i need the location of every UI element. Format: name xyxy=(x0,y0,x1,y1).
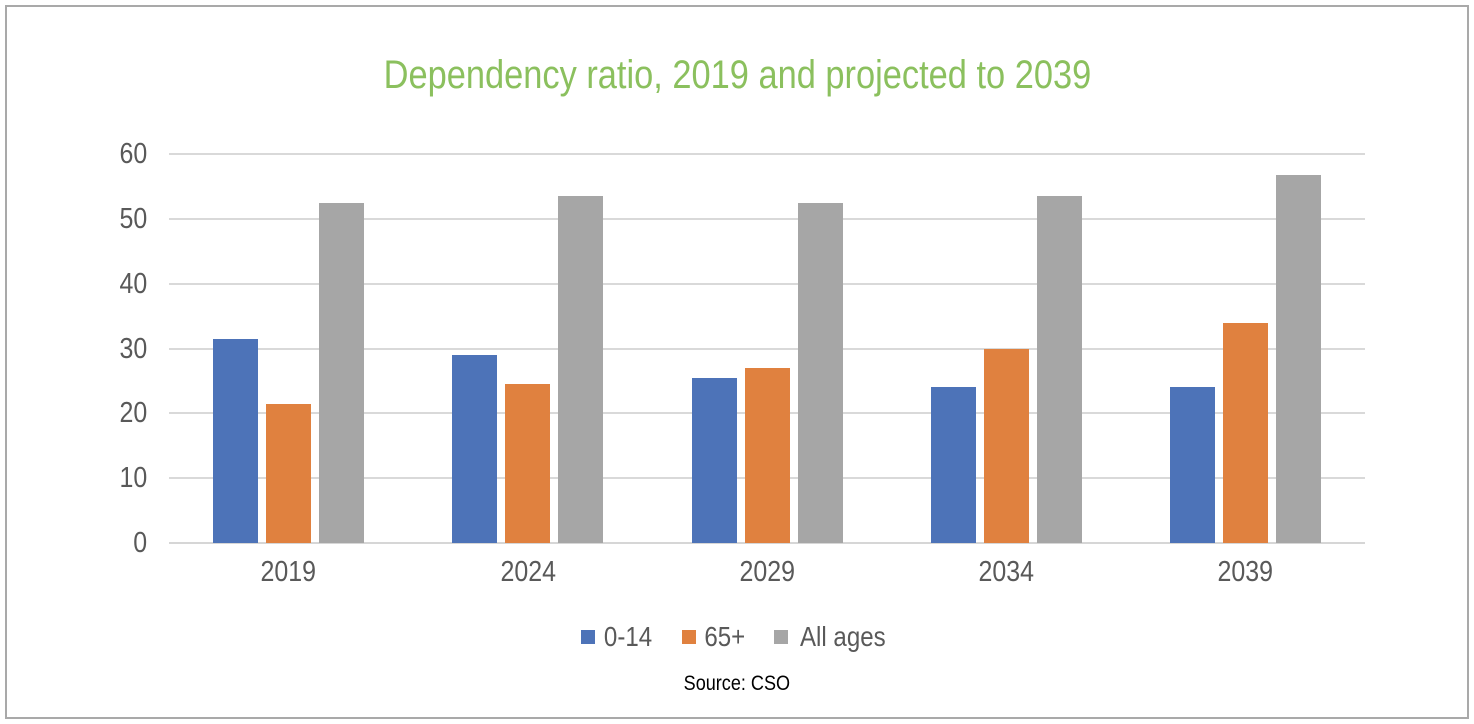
y-tick-label-text: 10 xyxy=(119,462,147,495)
y-axis-labels: 0 10 20 30 40 50 60 xyxy=(47,139,147,558)
y-tick-label: 60 xyxy=(47,139,147,169)
x-tick-label-text: 2029 xyxy=(739,556,795,588)
bar-65--2034 xyxy=(983,348,1029,543)
y-tick-label: 20 xyxy=(47,398,147,428)
y-tick-label: 0 xyxy=(47,528,147,558)
x-axis-line xyxy=(169,542,1365,544)
y-tick-label-text: 30 xyxy=(119,332,147,365)
bar-all-ages-2019 xyxy=(319,202,365,543)
y-tick-label: 50 xyxy=(47,204,147,234)
legend-item-65-: 65+ xyxy=(681,621,749,653)
y-tick-label-text: 20 xyxy=(119,397,147,430)
x-tick-label-text: 2019 xyxy=(260,556,317,588)
legend-item-0-14: 0-14 xyxy=(580,621,656,653)
bar-groups xyxy=(169,154,1365,543)
bar-65--2024 xyxy=(505,384,551,543)
y-tick-label: 30 xyxy=(47,334,147,364)
bar-0-14-2039 xyxy=(1169,387,1215,543)
x-tick-label-text: 2024 xyxy=(500,556,556,588)
bar-group-2039 xyxy=(1126,154,1365,543)
x-tick-label: 2034 xyxy=(887,555,1126,589)
x-tick-label: 2024 xyxy=(408,555,647,589)
bar-all-ages-2034 xyxy=(1036,196,1082,543)
legend-item-all-ages: All ages xyxy=(774,621,893,653)
legend: 0-14 65+ All ages xyxy=(7,619,1467,655)
y-tick-label: 40 xyxy=(47,269,147,299)
bar-0-14-2029 xyxy=(691,377,737,543)
chart-title-text: Dependency ratio, 2019 and projected to … xyxy=(383,53,1091,97)
x-tick-label: 2019 xyxy=(169,555,408,589)
bar-0-14-2024 xyxy=(452,354,498,543)
bar-all-ages-2029 xyxy=(797,202,843,543)
bar-all-ages-2024 xyxy=(558,196,604,543)
legend-swatch-icon xyxy=(681,630,696,644)
y-tick-label: 10 xyxy=(47,463,147,493)
x-axis-labels: 2019 2024 2029 2034 2039 xyxy=(169,555,1365,589)
source-note-text: Source: CSO xyxy=(683,672,791,695)
bar-65--2039 xyxy=(1222,322,1268,543)
bar-all-ages-2039 xyxy=(1275,175,1321,543)
bar-group-2034 xyxy=(887,154,1126,543)
x-tick-label-text: 2039 xyxy=(1217,556,1274,588)
y-tick-label-text: 0 xyxy=(133,527,147,559)
legend-label: 0-14 xyxy=(603,621,653,652)
source-note: Source: CSO xyxy=(7,669,1467,699)
y-tick-label-text: 40 xyxy=(119,267,147,300)
x-tick-label: 2039 xyxy=(1126,555,1365,589)
gridline xyxy=(169,217,1365,220)
x-tick-label: 2029 xyxy=(647,555,886,589)
legend-swatch-icon xyxy=(774,630,789,644)
bar-65--2019 xyxy=(266,403,312,543)
chart-frame: Dependency ratio, 2019 and projected to … xyxy=(5,5,1469,719)
y-tick-label-text: 50 xyxy=(119,202,147,235)
bar-group-2024 xyxy=(408,154,647,543)
bar-0-14-2019 xyxy=(213,338,259,543)
chart-title: Dependency ratio, 2019 and projected to … xyxy=(7,53,1467,97)
gridline xyxy=(169,153,1365,155)
bar-0-14-2034 xyxy=(930,387,976,543)
bar-group-2029 xyxy=(647,154,886,543)
legend-label: 65+ xyxy=(704,621,746,652)
legend-label: All ages xyxy=(800,621,887,652)
plot-area xyxy=(169,153,1365,544)
y-tick-label-text: 60 xyxy=(119,138,147,170)
x-tick-label-text: 2034 xyxy=(978,556,1034,588)
gridline xyxy=(169,282,1365,285)
bar-group-2019 xyxy=(169,154,408,543)
gridline xyxy=(169,347,1365,350)
bar-65--2029 xyxy=(744,367,790,543)
legend-swatch-icon xyxy=(580,630,595,644)
